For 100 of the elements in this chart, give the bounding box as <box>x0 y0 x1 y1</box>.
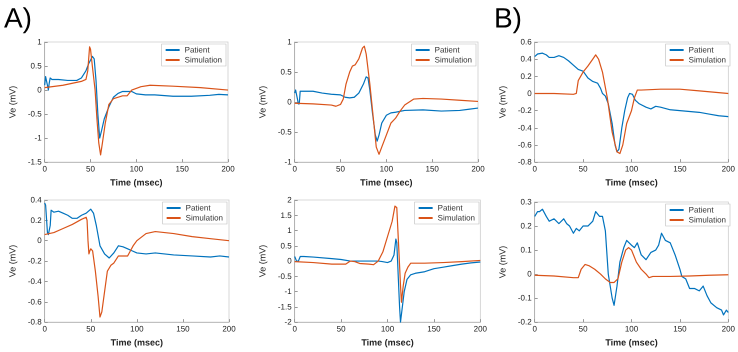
y-tick-label: 1 <box>37 38 42 46</box>
y-tick-label: -1 <box>34 134 42 143</box>
y-tick-label: 2 <box>287 196 292 204</box>
y-tick-label: -0.5 <box>278 272 292 281</box>
y-tick-label: -0.8 <box>28 318 42 327</box>
y-tick-label: 0.3 <box>520 198 532 206</box>
legend-label: Simulation <box>434 56 472 64</box>
y-tick-label: -0.2 <box>28 256 42 266</box>
x-tick-label: 100 <box>380 324 395 334</box>
x-tick-label: 100 <box>130 324 144 334</box>
x-tick-label: 150 <box>427 324 442 334</box>
x-tick-label: 200 <box>722 324 736 334</box>
y-tick-label: 0.5 <box>30 62 42 71</box>
y-tick-label: -0.2 <box>518 318 532 327</box>
legend-label: Patient <box>184 46 210 54</box>
x-tick-label: 100 <box>130 164 144 174</box>
legend-label: Simulation <box>438 214 476 222</box>
x-tick-label: 100 <box>624 324 639 334</box>
y-tick-label: -0.2 <box>518 106 532 116</box>
x-axis-title: Time (msec) <box>361 338 414 348</box>
x-tick-label: 50 <box>86 324 96 334</box>
y-tick-label: -2 <box>284 318 292 327</box>
x-tick-label: 200 <box>474 324 488 334</box>
x-tick-label: 50 <box>336 324 346 334</box>
x-tick-label: 50 <box>578 324 588 334</box>
legend-label: Patient <box>434 46 460 54</box>
y-tick-label: -0.5 <box>278 128 292 137</box>
x-tick-label: 50 <box>336 164 346 174</box>
legend-label: Patient <box>688 206 714 214</box>
text: A) <box>4 2 32 34</box>
y-tick-label: 0.5 <box>280 241 292 250</box>
y-axis-title: Ve (mV) <box>258 244 268 278</box>
legend-label: Simulation <box>688 56 726 64</box>
x-tick-label: 200 <box>221 164 236 174</box>
y-tick-label: 0.5 <box>280 68 292 77</box>
y-axis-title: Ve (mV) <box>498 246 508 278</box>
x-axis-title: Time (msec) <box>605 178 658 188</box>
y-tick-label: -0.4 <box>518 123 532 132</box>
y-tick-label: -0.4 <box>28 276 42 286</box>
y-tick-label: -0.1 <box>518 294 532 303</box>
y-axis-title: Ve (mV) <box>258 86 268 118</box>
x-axis-title: Time (msec) <box>605 338 658 348</box>
y-tick-label: -1.5 <box>28 158 42 167</box>
x-tick-label: 150 <box>425 164 440 174</box>
x-tick-label: 50 <box>578 164 588 174</box>
x-axis-title: Time (msec) <box>110 178 163 188</box>
x-tick-label: 100 <box>624 164 639 174</box>
y-axis-title: Ve (mV) <box>8 244 18 278</box>
line-series <box>534 247 729 284</box>
y-tick-label: 0.1 <box>520 246 532 255</box>
y-tick-label: 1 <box>287 226 292 236</box>
line-series <box>44 216 230 318</box>
x-tick-label: 150 <box>176 324 190 334</box>
y-tick-label: -0.8 <box>518 158 532 167</box>
line-series <box>44 202 230 259</box>
legend-label: Simulation <box>688 216 726 224</box>
legend-label: Simulation <box>184 56 222 64</box>
x-axis-title: Time (msec) <box>110 338 164 348</box>
y-tick-label: 0.4 <box>520 54 532 64</box>
legend-label: Simulation <box>186 214 224 222</box>
x-tick-label: 150 <box>175 164 190 174</box>
x-axis-title: Time (msec) <box>360 178 413 188</box>
y-tick-label: -0.5 <box>28 110 42 119</box>
y-tick-label: 0.2 <box>520 72 532 81</box>
legend-label: Patient <box>186 204 212 212</box>
y-tick-label: -0.6 <box>518 140 532 150</box>
x-tick-label: 100 <box>380 164 394 174</box>
line-series <box>294 46 479 155</box>
text: B) <box>494 2 522 34</box>
x-tick-label: 50 <box>86 164 96 174</box>
y-tick-label: -1 <box>284 158 292 167</box>
y-tick-label: 0.2 <box>520 222 532 231</box>
legend-label: Patient <box>688 46 714 54</box>
y-tick-label: -1.5 <box>278 302 292 312</box>
y-tick-label: -1 <box>284 287 292 296</box>
x-tick-label: 200 <box>722 164 736 174</box>
line-series <box>44 46 229 156</box>
line-series <box>44 56 229 139</box>
line-series <box>294 206 481 303</box>
y-tick-label: 1 <box>287 38 292 46</box>
y-tick-label: 0 <box>37 236 42 246</box>
y-tick-label: 0.6 <box>520 38 532 46</box>
line-series <box>294 76 479 142</box>
y-tick-label: 0 <box>287 256 292 266</box>
y-axis-title: Ve (mV) <box>8 86 18 118</box>
y-axis-title: Ve (mV) <box>498 86 508 118</box>
y-tick-label: 0 <box>37 86 42 95</box>
y-tick-label: 0 <box>287 98 292 107</box>
line-series <box>534 208 729 316</box>
y-tick-label: 0.4 <box>30 196 42 204</box>
x-tick-label: 200 <box>222 324 236 334</box>
x-tick-label: 200 <box>471 164 486 174</box>
x-tick-label: 150 <box>673 324 688 334</box>
y-tick-label: -0.6 <box>28 297 42 306</box>
legend-label: Patient <box>438 204 464 212</box>
y-tick-label: 0.2 <box>30 216 42 225</box>
y-tick-label: 0 <box>527 270 532 279</box>
x-tick-label: 150 <box>673 164 688 174</box>
y-tick-label: 0 <box>527 88 532 98</box>
y-tick-label: 1.5 <box>280 210 292 220</box>
